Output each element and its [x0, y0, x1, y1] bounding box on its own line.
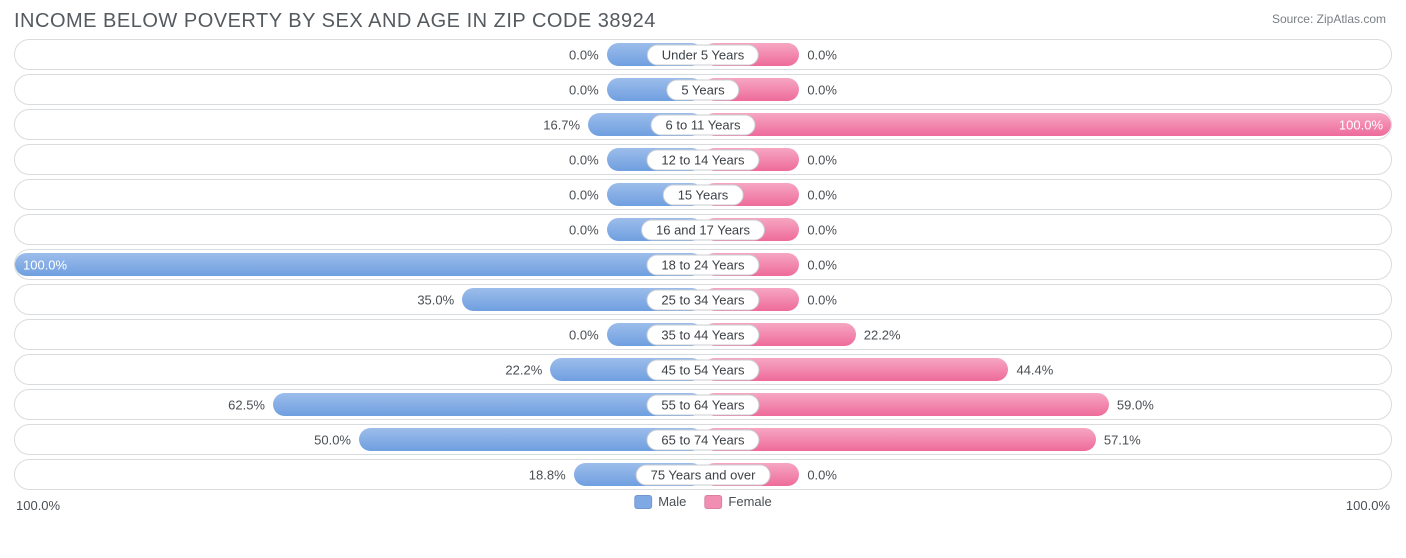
male-value: 0.0%	[569, 327, 599, 342]
female-bar	[703, 428, 1096, 451]
chart-row: 100.0% 0.0% 18 to 24 Years	[14, 249, 1392, 280]
axis-max-left: 100.0%	[16, 498, 60, 513]
female-value: 22.2%	[864, 327, 901, 342]
female-value: 0.0%	[807, 292, 837, 307]
legend-male: Male	[634, 494, 686, 509]
chart-row: 0.0% 22.2% 35 to 44 Years	[14, 319, 1392, 350]
female-value: 0.0%	[807, 187, 837, 202]
swatch-female	[704, 495, 722, 509]
category-label: 12 to 14 Years	[646, 149, 759, 170]
male-value: 62.5%	[228, 397, 265, 412]
category-label: 45 to 54 Years	[646, 359, 759, 380]
male-value: 0.0%	[569, 82, 599, 97]
chart-row: 35.0% 0.0% 25 to 34 Years	[14, 284, 1392, 315]
category-label: 75 Years and over	[636, 464, 771, 485]
chart-row: 0.0% 0.0% 16 and 17 Years	[14, 214, 1392, 245]
category-label: 35 to 44 Years	[646, 324, 759, 345]
category-label: 6 to 11 Years	[651, 114, 756, 135]
category-label: 65 to 74 Years	[646, 429, 759, 450]
male-value: 18.8%	[529, 467, 566, 482]
male-value: 35.0%	[417, 292, 454, 307]
chart-row: 22.2% 44.4% 45 to 54 Years	[14, 354, 1392, 385]
male-value: 0.0%	[569, 187, 599, 202]
chart-row: 0.0% 0.0% Under 5 Years	[14, 39, 1392, 70]
legend-female-label: Female	[728, 494, 771, 509]
female-value: 100.0%	[1339, 117, 1383, 132]
chart-row: 62.5% 59.0% 55 to 64 Years	[14, 389, 1392, 420]
chart-row: 0.0% 0.0% 15 Years	[14, 179, 1392, 210]
female-value: 0.0%	[807, 82, 837, 97]
category-label: 18 to 24 Years	[646, 254, 759, 275]
female-bar	[703, 393, 1109, 416]
chart-row: 0.0% 0.0% 5 Years	[14, 74, 1392, 105]
chart-row: 18.8% 0.0% 75 Years and over	[14, 459, 1392, 490]
category-label: Under 5 Years	[647, 44, 759, 65]
male-bar	[273, 393, 703, 416]
chart-footer: 100.0% Male Female 100.0%	[14, 494, 1392, 524]
male-value: 0.0%	[569, 152, 599, 167]
female-value: 0.0%	[807, 467, 837, 482]
female-value: 57.1%	[1104, 432, 1141, 447]
male-value: 16.7%	[543, 117, 580, 132]
chart-title: INCOME BELOW POVERTY BY SEX AND AGE IN Z…	[14, 10, 1392, 33]
diverging-bar-chart: 0.0% 0.0% Under 5 Years 0.0% 0.0% 5 Years 16.7…	[14, 39, 1392, 490]
female-value: 0.0%	[807, 47, 837, 62]
category-label: 5 Years	[666, 79, 739, 100]
legend-female: Female	[704, 494, 771, 509]
male-value: 100.0%	[23, 257, 67, 272]
legend-male-label: Male	[658, 494, 686, 509]
male-value: 0.0%	[569, 47, 599, 62]
female-value: 0.0%	[807, 257, 837, 272]
female-value: 44.4%	[1016, 362, 1053, 377]
male-bar	[15, 253, 703, 276]
male-value: 0.0%	[569, 222, 599, 237]
category-label: 55 to 64 Years	[646, 394, 759, 415]
male-value: 22.2%	[505, 362, 542, 377]
female-value: 59.0%	[1117, 397, 1154, 412]
male-value: 50.0%	[314, 432, 351, 447]
category-label: 16 and 17 Years	[641, 219, 765, 240]
female-bar	[703, 113, 1391, 136]
axis-max-right: 100.0%	[1346, 498, 1390, 513]
chart-row: 0.0% 0.0% 12 to 14 Years	[14, 144, 1392, 175]
legend: Male Female	[634, 494, 772, 509]
category-label: 15 Years	[663, 184, 744, 205]
female-value: 0.0%	[807, 222, 837, 237]
female-value: 0.0%	[807, 152, 837, 167]
chart-row: 50.0% 57.1% 65 to 74 Years	[14, 424, 1392, 455]
chart-row: 16.7% 100.0% 6 to 11 Years	[14, 109, 1392, 140]
swatch-male	[634, 495, 652, 509]
category-label: 25 to 34 Years	[646, 289, 759, 310]
source-attribution: Source: ZipAtlas.com	[1272, 12, 1386, 26]
